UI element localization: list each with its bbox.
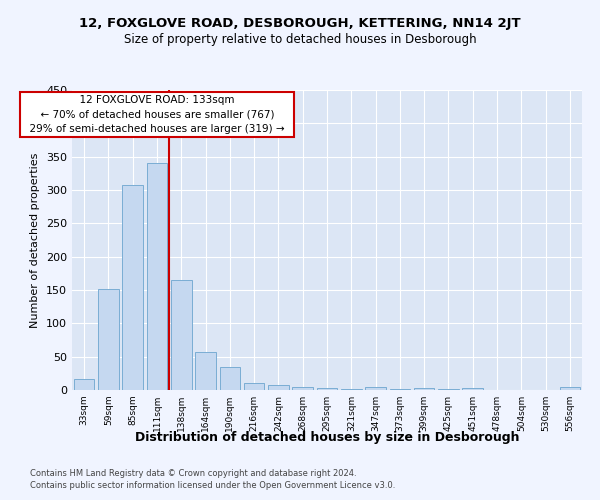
Bar [244,384,265,390]
Bar [463,388,483,390]
Text: Contains public sector information licensed under the Open Government Licence v3: Contains public sector information licen… [30,481,395,490]
Bar [122,186,143,390]
Bar [74,378,94,390]
Text: 12, FOXGLOVE ROAD, DESBOROUGH, KETTERING, NN14 2JT: 12, FOXGLOVE ROAD, DESBOROUGH, KETTERING… [79,18,521,30]
Bar [438,388,459,390]
Text: Distribution of detached houses by size in Desborough: Distribution of detached houses by size … [135,431,519,444]
Bar [560,386,580,390]
Text: Contains HM Land Registry data © Crown copyright and database right 2024.: Contains HM Land Registry data © Crown c… [30,468,356,477]
Bar [195,352,216,390]
Bar [292,386,313,390]
Bar [220,366,240,390]
Text: 12 FOXGLOVE ROAD: 133sqm  
  ← 70% of detached houses are smaller (767)  
  29% : 12 FOXGLOVE ROAD: 133sqm ← 70% of detach… [23,94,291,134]
Bar [146,162,167,390]
Bar [389,388,410,390]
Bar [317,388,337,390]
Bar [341,388,362,390]
Y-axis label: Number of detached properties: Number of detached properties [31,152,40,328]
Bar [365,388,386,390]
Bar [268,384,289,390]
Bar [414,388,434,390]
Bar [98,288,119,390]
Text: Size of property relative to detached houses in Desborough: Size of property relative to detached ho… [124,32,476,46]
Bar [171,280,191,390]
